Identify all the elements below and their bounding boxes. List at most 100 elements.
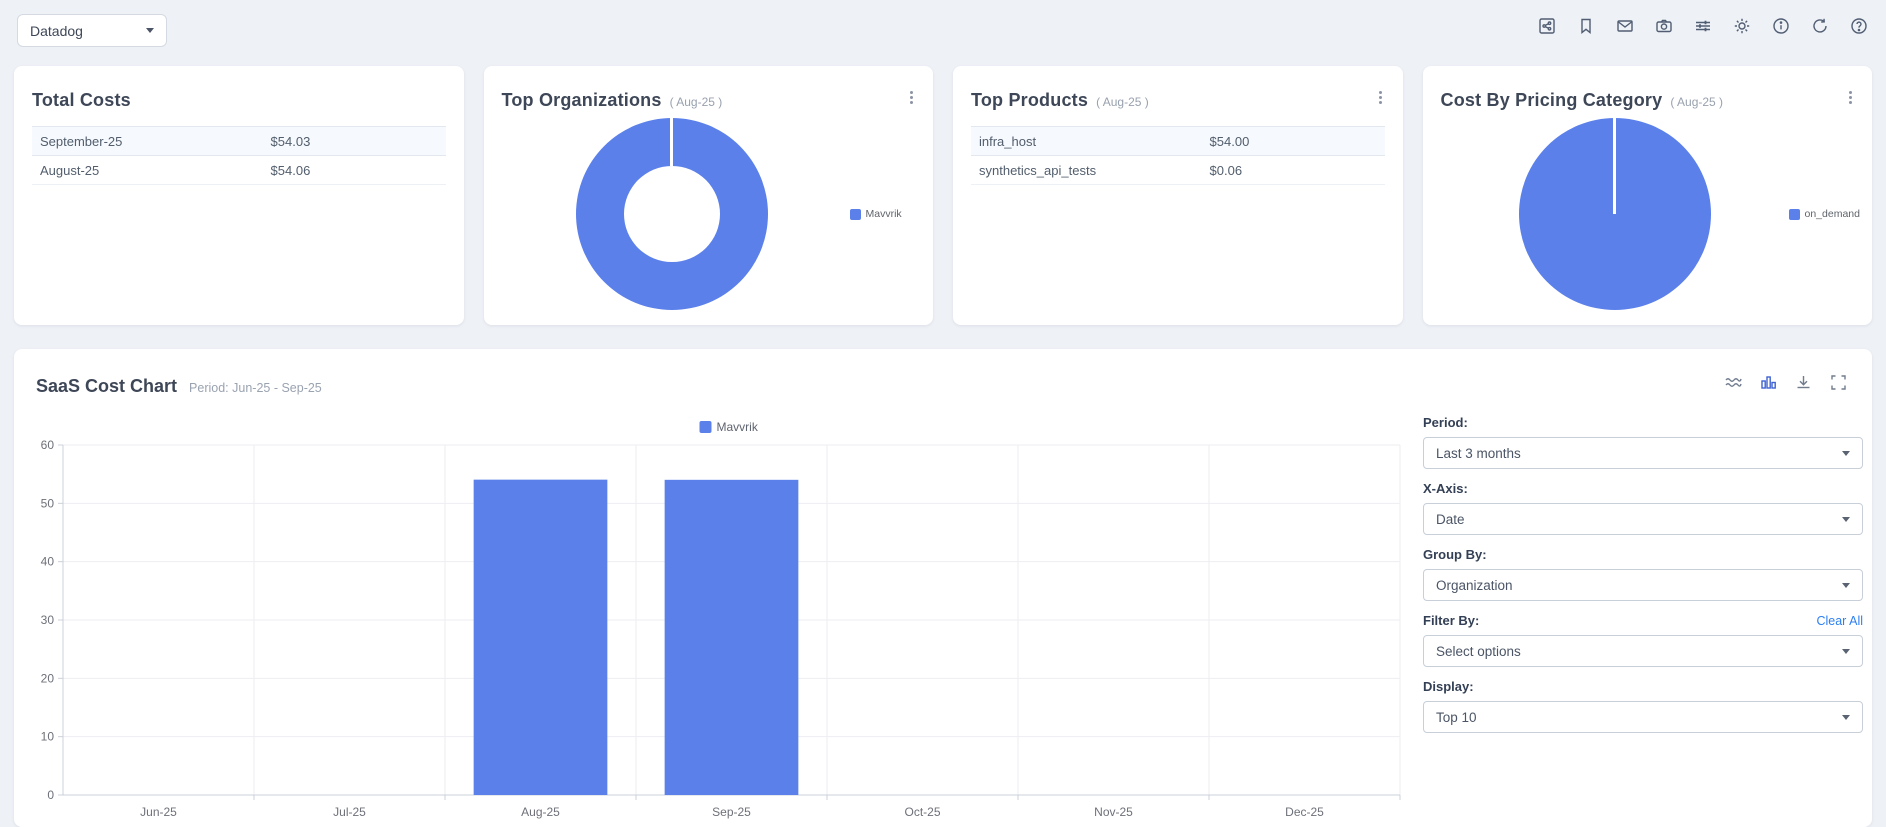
row-value: $54.06: [270, 162, 311, 178]
display-dropdown[interactable]: Top 10: [1423, 701, 1863, 733]
legend-swatch: [849, 208, 861, 220]
app-selector-value: Datadog: [30, 22, 83, 39]
total-costs-card: Total Costs September-25 $54.03 August-2…: [14, 66, 464, 325]
control-x-axis: X-Axis: Date: [1423, 481, 1863, 535]
control-display: Display: Top 10: [1423, 679, 1863, 733]
control-period: Period: Last 3 months: [1423, 415, 1863, 469]
bookmark-icon[interactable]: [1577, 17, 1595, 35]
kebab-menu-icon[interactable]: [1373, 88, 1389, 106]
display-label: Display:: [1423, 679, 1474, 694]
top-organizations-period: ( Aug-25 ): [669, 95, 723, 109]
chevron-down-icon: [1842, 648, 1850, 654]
chevron-down-icon: [1842, 714, 1850, 720]
saas-cost-chart-panel: SaaS Cost Chart Period: Jun-25 - Sep-25: [14, 349, 1872, 827]
refresh-icon[interactable]: [1811, 17, 1829, 35]
chart-toolbar: [1724, 373, 1848, 392]
topbar-icon-group: [1538, 17, 1868, 35]
kebab-menu-icon[interactable]: [1842, 88, 1858, 106]
filter-by-value: Select options: [1436, 643, 1521, 659]
x-axis-value: Date: [1436, 511, 1465, 527]
svg-text:50: 50: [41, 496, 55, 510]
share-icon[interactable]: [1538, 17, 1556, 35]
svg-text:40: 40: [41, 555, 55, 569]
svg-text:Jul-25: Jul-25: [333, 805, 366, 819]
svg-text:0: 0: [47, 788, 54, 802]
svg-text:Jun-25: Jun-25: [140, 805, 177, 819]
group-by-dropdown[interactable]: Organization: [1423, 569, 1863, 601]
top-organizations-title: Top Organizations: [501, 90, 662, 110]
svg-text:Oct-25: Oct-25: [904, 805, 940, 819]
filter-by-dropdown[interactable]: Select options: [1423, 635, 1863, 667]
group-by-label: Group By:: [1423, 547, 1487, 562]
svg-text:20: 20: [41, 671, 55, 685]
organizations-legend[interactable]: Mavvrik: [849, 208, 902, 220]
mail-icon[interactable]: [1616, 17, 1634, 35]
x-axis-label: X-Axis:: [1423, 481, 1468, 496]
period-dropdown[interactable]: Last 3 months: [1423, 437, 1863, 469]
x-axis-dropdown[interactable]: Date: [1423, 503, 1863, 535]
info-icon[interactable]: [1772, 17, 1790, 35]
gear-icon[interactable]: [1733, 17, 1751, 35]
svg-text:30: 30: [41, 613, 55, 627]
download-icon[interactable]: [1794, 373, 1813, 392]
legend-label: on_demand: [1804, 208, 1860, 220]
line-chart-icon[interactable]: [1724, 373, 1743, 392]
legend-swatch: [1788, 208, 1800, 220]
row-label: infra_host: [979, 133, 1037, 149]
help-icon[interactable]: [1850, 17, 1868, 35]
display-value: Top 10: [1436, 709, 1477, 725]
svg-text:10: 10: [41, 730, 55, 744]
row-value: $0.06: [1209, 162, 1243, 178]
pricing-category-pie-chart[interactable]: [1518, 118, 1711, 310]
period-value: Last 3 months: [1436, 445, 1521, 461]
table-row[interactable]: August-25 $54.06: [32, 156, 446, 185]
svg-text:60: 60: [41, 438, 55, 452]
row-label: September-25: [40, 133, 123, 149]
bar-chart-icon[interactable]: [1759, 373, 1778, 392]
control-group-by: Group By: Organization: [1423, 547, 1863, 601]
sliders-icon[interactable]: [1694, 17, 1712, 35]
row-value: $54.00: [1209, 133, 1250, 149]
saas-bar-chart[interactable]: 0 10 20 30 40 50 60 Jun-25 Jul-25 Aug-25 Sep-25 Oct…: [14, 405, 1414, 827]
top-organizations-card: Top Organizations ( Aug-25 ) Mavvrik: [483, 66, 933, 325]
panel-period-subtitle: Period: Jun-25 - Sep-25: [189, 381, 322, 395]
period-label: Period:: [1423, 415, 1468, 430]
pricing-category-legend[interactable]: on_demand: [1788, 208, 1860, 220]
row-label: synthetics_api_tests: [979, 162, 1097, 178]
legend-label: Mavvrik: [865, 208, 902, 220]
donut-slice-gap: [670, 118, 673, 166]
donut-hole: [623, 166, 720, 262]
top-products-card: Top Products ( Aug-25 ) infra_host $54.0…: [953, 66, 1403, 325]
cost-by-pricing-category-card: Cost By Pricing Category ( Aug-25 ) on_d…: [1422, 66, 1872, 325]
app-selector-dropdown[interactable]: Datadog: [17, 14, 167, 47]
svg-text:Sep-25: Sep-25: [712, 805, 751, 819]
group-by-value: Organization: [1436, 577, 1513, 593]
organizations-donut-chart[interactable]: [575, 118, 768, 310]
top-products-period: ( Aug-25 ): [1096, 95, 1149, 109]
svg-text:Dec-25: Dec-25: [1285, 805, 1324, 819]
fullscreen-icon[interactable]: [1829, 373, 1848, 392]
total-costs-table: September-25 $54.03 August-25 $54.06: [32, 126, 446, 185]
table-row[interactable]: synthetics_api_tests $0.06: [971, 156, 1385, 185]
total-costs-title: Total Costs: [32, 90, 131, 110]
chevron-down-icon: [1842, 582, 1850, 588]
filter-by-label: Filter By:: [1423, 613, 1480, 628]
svg-text:Aug-25: Aug-25: [521, 805, 560, 819]
panel-title: SaaS Cost Chart: [36, 376, 178, 396]
chevron-down-icon: [1842, 450, 1850, 456]
chevron-down-icon: [1842, 516, 1850, 522]
control-filter-by: Filter By: Clear All Select options: [1423, 613, 1863, 667]
pie-slice-gap: [1613, 118, 1616, 214]
pricing-category-title: Cost By Pricing Category: [1440, 90, 1663, 110]
svg-text:Mavvrik: Mavvrik: [717, 420, 759, 434]
summary-cards-row: Total Costs September-25 $54.03 August-2…: [0, 66, 1886, 325]
table-row[interactable]: infra_host $54.00: [971, 127, 1385, 156]
top-bar: Datadog: [0, 0, 1886, 55]
chart-controls-sidebar: Period: Last 3 months X-Axis: Date Group…: [1423, 415, 1863, 745]
clear-all-link[interactable]: Clear All: [1816, 613, 1863, 628]
kebab-menu-icon[interactable]: [903, 88, 919, 106]
table-row[interactable]: September-25 $54.03: [32, 127, 446, 156]
svg-text:Nov-25: Nov-25: [1094, 805, 1133, 819]
pricing-category-period: ( Aug-25 ): [1670, 95, 1724, 109]
camera-icon[interactable]: [1655, 17, 1673, 35]
